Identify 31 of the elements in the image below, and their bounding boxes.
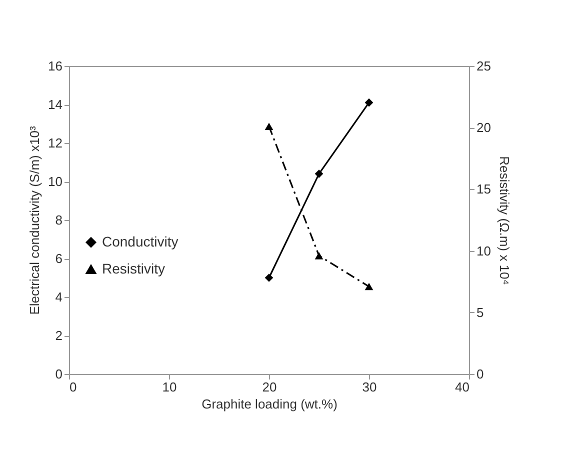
- point: [364, 98, 374, 107]
- legend-label: Conductivity: [102, 233, 178, 250]
- y2-tick-label: 5: [476, 304, 484, 320]
- y-axis-title: Electrical conductivity (S/m) x10³: [27, 126, 42, 315]
- y-tick-label: 2: [55, 328, 62, 343]
- x-tick-label: 30: [362, 380, 377, 394]
- x-tick-label: 20: [262, 380, 277, 394]
- y-tick-label: 6: [55, 251, 62, 266]
- y2-tick-label: 20: [476, 120, 491, 136]
- point: [314, 170, 324, 178]
- x-tick-label: 0: [70, 380, 77, 394]
- y2-tick-label: 15: [476, 182, 491, 197]
- x-axis-title: Graphite loading (wt.%): [202, 396, 338, 412]
- y-tick-label: 14: [48, 97, 62, 112]
- y2-tick-label: 10: [476, 243, 491, 258]
- point: [264, 122, 274, 130]
- x-tick-label: 10: [162, 380, 177, 394]
- y2-tick-label: 0: [476, 366, 484, 382]
- x-tick-label: 40: [455, 380, 470, 394]
- point: [314, 252, 324, 260]
- y2-tick-label: 25: [476, 58, 491, 74]
- y-tick-label: 10: [48, 174, 62, 189]
- y-tick-label: 8: [55, 212, 62, 228]
- y-tick-label: 4: [55, 290, 62, 304]
- y2-axis-title: Resistivity (Ω.m) x 10⁴: [496, 156, 512, 285]
- legend-label: Resistivity: [102, 260, 166, 276]
- y-tick-label: 16: [48, 58, 62, 74]
- point: [364, 282, 374, 290]
- point: [264, 274, 274, 282]
- y-tick-label: 12: [48, 136, 62, 150]
- y-tick-label: 0: [55, 366, 62, 382]
